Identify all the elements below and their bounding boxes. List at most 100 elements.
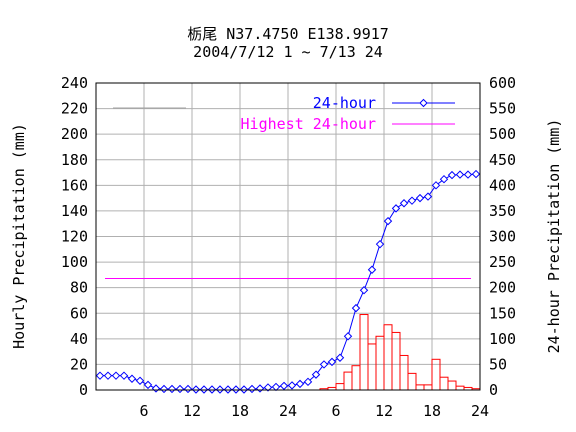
y-right-tick-label: 250: [489, 253, 516, 271]
y-left-tick-label: 60: [70, 304, 88, 322]
cumulative-point: [103, 371, 113, 380]
hourly-bar: [359, 314, 369, 391]
hourly-bar: [439, 376, 449, 391]
cumulative-point: [199, 385, 209, 394]
hourly-bar: [431, 358, 441, 391]
x-tick-label: 18: [423, 402, 441, 420]
y-right-tick-label: 300: [489, 228, 516, 246]
y-left-tick-label: 0: [79, 381, 88, 399]
y-left-tick-label: 120: [61, 228, 88, 246]
y-left-tick-label: 220: [61, 100, 88, 118]
cumulative-point: [191, 385, 201, 394]
x-tick-label: 24: [279, 402, 297, 420]
y-right-tick-label: 200: [489, 279, 516, 297]
legend-highest-label: Highest 24-hour: [241, 115, 376, 133]
cumulative-point: [279, 381, 289, 391]
cumulative-point: [287, 381, 297, 390]
hourly-bar: [335, 383, 345, 391]
hourly-bar: [391, 331, 401, 391]
cumulative-point: [303, 377, 313, 387]
left-axis-label: Hourly Precipitation (mm): [10, 123, 28, 349]
left-axis-ticks: 0 20 40 60 80 100 120 140 160 180 200 220 240: [61, 74, 88, 399]
cumulative-point: [247, 384, 257, 394]
cumulative-point: [463, 170, 473, 179]
cumulative-point: [423, 192, 433, 201]
hourly-bar: [455, 385, 465, 391]
cumulative-point: [231, 385, 241, 394]
right-axis-label: 24-hour Precipitation (mm): [545, 119, 563, 354]
cumulative-point: [175, 384, 185, 394]
hourly-bar: [399, 354, 409, 391]
y-right-tick-label: 450: [489, 151, 516, 169]
cumulative-point: [311, 370, 321, 379]
cumulative-point: [335, 353, 345, 362]
x-tick-label: 24: [471, 402, 489, 420]
cumulative-point: [143, 380, 153, 390]
legend-24-hour-label: 24-hour: [313, 94, 376, 112]
cumulative-point: [127, 374, 137, 383]
y-right-tick-label: 350: [489, 202, 516, 220]
y-left-tick-label: 100: [61, 253, 88, 271]
cumulative-point: [159, 384, 169, 394]
legend: 24-hour Highest 24-hour: [113, 94, 455, 133]
cumulative-point: [119, 371, 129, 380]
cumulative-point: [263, 383, 273, 392]
cumulative-point: [351, 303, 361, 313]
cumulative-point: [319, 360, 329, 369]
y-left-tick-label: 40: [70, 330, 88, 348]
cumulative-line: [95, 169, 481, 394]
cumulative-point: [207, 385, 217, 394]
cumulative-point: [95, 371, 105, 380]
x-tick-label: 18: [231, 402, 249, 420]
cumulative-point: [223, 385, 233, 394]
cumulative-point: [167, 384, 177, 394]
y-left-tick-label: 180: [61, 151, 88, 169]
cumulative-point: [343, 332, 353, 341]
x-tick-label: 6: [331, 402, 340, 420]
hourly-bar: [423, 384, 433, 391]
hourly-bar: [447, 380, 457, 391]
y-right-tick-label: 550: [489, 100, 516, 118]
cumulative-point: [367, 265, 377, 274]
y-right-tick-label: 500: [489, 125, 516, 143]
y-right-tick-label: 0: [489, 381, 498, 399]
cumulative-point: [383, 216, 393, 226]
y-right-tick-label: 150: [489, 304, 516, 322]
cumulative-point: [399, 199, 409, 208]
y-left-tick-label: 140: [61, 202, 88, 220]
y-right-tick-label: 50: [489, 355, 507, 373]
cumulative-point: [455, 170, 465, 179]
right-axis-ticks: 0 50 100 150 200 250 300 350 400 450 500 550 600: [489, 74, 516, 399]
cumulative-point: [391, 204, 401, 213]
x-tick-label: 6: [139, 402, 148, 420]
cumulative-point: [295, 379, 305, 389]
x-axis-ticks: 6 12 18 24 6 12 18 24: [139, 402, 489, 420]
hourly-bar: [351, 365, 361, 391]
cumulative-point: [415, 193, 425, 203]
cumulative-point: [271, 382, 281, 392]
y-left-tick-label: 240: [61, 74, 88, 92]
y-left-tick-label: 160: [61, 176, 88, 194]
hourly-bar: [343, 371, 353, 391]
y-left-tick-label: 80: [70, 279, 88, 297]
chart-title-line1: 栃尾 N37.4750 E138.9917: [187, 25, 389, 43]
cumulative-point: [327, 357, 337, 367]
cumulative-point: [431, 181, 441, 190]
x-tick-label: 12: [375, 402, 393, 420]
cumulative-point: [239, 385, 249, 394]
cumulative-point: [215, 385, 225, 394]
cumulative-point: [375, 239, 385, 249]
hourly-bars: [319, 314, 481, 391]
x-tick-label: 12: [183, 402, 201, 420]
cumulative-point: [111, 371, 121, 380]
hourly-bar: [407, 372, 417, 391]
y-right-tick-label: 100: [489, 330, 516, 348]
cumulative-point: [447, 170, 457, 180]
grid-lines: [96, 83, 480, 390]
cumulative-point: [439, 174, 449, 184]
y-left-tick-label: 20: [70, 355, 88, 373]
hourly-bar: [383, 324, 393, 391]
cumulative-point: [471, 169, 481, 179]
legend-24-hour-marker: [419, 98, 428, 108]
